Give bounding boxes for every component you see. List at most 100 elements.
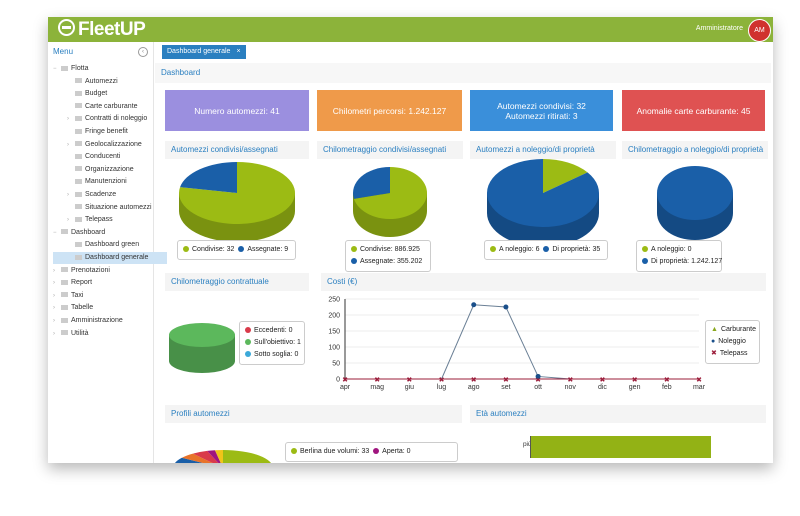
- expand-icon[interactable]: ›: [53, 292, 55, 299]
- legend-item[interactable]: Di proprietà: 1.242.127: [642, 256, 722, 268]
- legend-item[interactable]: ● Noleggio: [711, 336, 754, 348]
- legend-item[interactable]: A noleggio: 0: [642, 244, 716, 256]
- close-tab-icon[interactable]: ×: [236, 48, 241, 55]
- legend-item[interactable]: ✖ Telepass: [711, 348, 754, 360]
- sidebar-item[interactable]: Dashboard green: [67, 239, 139, 251]
- legend-item[interactable]: Condivise: 886.925: [351, 244, 425, 256]
- pie-slice[interactable]: [180, 162, 237, 193]
- kpi-card[interactable]: Anomalie carte carburante: 45: [622, 90, 765, 131]
- tab-dashboard-generale[interactable]: Dashboard generale ×: [162, 45, 246, 59]
- sidebar-item[interactable]: › Utilità: [53, 328, 89, 340]
- sidebar-item[interactable]: − Dashboard: [53, 227, 105, 239]
- data-point[interactable]: [535, 373, 541, 379]
- expand-icon[interactable]: ›: [67, 141, 69, 148]
- sidebar-item[interactable]: Budget: [67, 88, 107, 100]
- sidebar-item[interactable]: Carte carburante: [67, 101, 138, 113]
- pie-slice[interactable]: [543, 159, 588, 193]
- pie-slice[interactable]: [353, 167, 427, 219]
- pie-chart: [353, 167, 427, 237]
- data-point[interactable]: ✖: [600, 377, 606, 384]
- sidebar-item[interactable]: › Telepass: [67, 214, 113, 226]
- legend-item[interactable]: Assegnate: 355.202: [351, 256, 425, 268]
- kpi-text: Anomalie carte carburante: 45: [636, 105, 751, 116]
- user-name[interactable]: Amministratore: [695, 25, 743, 32]
- expand-icon[interactable]: ›: [53, 330, 55, 337]
- sidebar-item[interactable]: Conducenti: [67, 151, 120, 163]
- sidebar-item[interactable]: › Report: [53, 277, 92, 289]
- eta-bar[interactable]: [530, 436, 711, 458]
- expand-icon[interactable]: −: [53, 66, 57, 72]
- fleetup-logo[interactable]: FleetUP: [58, 18, 146, 41]
- sidebar-item[interactable]: › Geolocalizzazione: [67, 139, 142, 151]
- pie-slice[interactable]: [169, 323, 235, 347]
- sidebar-item[interactable]: Automezzi: [67, 76, 118, 88]
- collapse-menu-icon[interactable]: ‹: [138, 47, 148, 57]
- x-tick-label: feb: [662, 384, 672, 391]
- expand-icon[interactable]: ›: [67, 116, 69, 123]
- sidebar-item[interactable]: › Taxi: [53, 290, 83, 302]
- legend-item[interactable]: Sotto soglia: 0: [245, 349, 299, 361]
- legend-label: Di proprietà: 1.242.127: [651, 258, 723, 265]
- expand-icon[interactable]: ›: [67, 217, 69, 224]
- sidebar-item[interactable]: › Prenotazioni: [53, 265, 110, 277]
- legend-item[interactable]: A noleggio: 6: [490, 246, 543, 253]
- kpi-card[interactable]: Numero automezzi: 41: [165, 90, 309, 131]
- sidebar-item[interactable]: − Flotta: [53, 63, 89, 75]
- pie-slice[interactable]: [207, 450, 223, 463]
- legend-item[interactable]: ▲ Carburante: [711, 324, 756, 336]
- legend-item[interactable]: Assegnate: 9: [238, 246, 290, 253]
- pie-slice[interactable]: [173, 450, 273, 463]
- expand-icon[interactable]: ›: [53, 318, 55, 324]
- data-point[interactable]: ✖: [503, 377, 509, 384]
- data-point[interactable]: ✖: [567, 377, 573, 384]
- legend-item[interactable]: Di proprietà: 35: [543, 246, 602, 253]
- legend-label: Assegnate: 355.202: [360, 258, 423, 265]
- legend-item[interactable]: Condivise: 32: [183, 246, 238, 253]
- sidebar-item[interactable]: Organizzazione: [67, 164, 134, 176]
- sidebar-item[interactable]: › Amministrazione: [53, 315, 123, 327]
- data-point[interactable]: ✖: [535, 377, 541, 384]
- data-point[interactable]: ✖: [374, 377, 380, 384]
- pie-slice[interactable]: [214, 450, 223, 463]
- pie-slice[interactable]: [173, 457, 223, 463]
- expand-icon[interactable]: ›: [53, 305, 55, 312]
- sidebar-item[interactable]: › Tabelle: [53, 302, 93, 314]
- legend-dot: [238, 246, 245, 253]
- tab-label: Dashboard generale: [167, 48, 231, 55]
- sidebar-item[interactable]: Fringe benefit: [67, 126, 128, 138]
- avatar[interactable]: AM: [748, 19, 771, 42]
- legend-item[interactable]: Aperta: 0: [373, 448, 411, 455]
- pie-slice[interactable]: [657, 166, 733, 220]
- legend-item[interactable]: Eccedenti: 0: [245, 325, 299, 337]
- pie-slice[interactable]: [181, 453, 223, 463]
- expand-icon[interactable]: −: [53, 229, 57, 236]
- data-point[interactable]: ✖: [471, 377, 477, 384]
- expand-icon[interactable]: ›: [67, 192, 69, 198]
- data-point[interactable]: ✖: [696, 377, 702, 384]
- data-point[interactable]: [503, 304, 509, 310]
- sidebar-item[interactable]: Situazione automezzi: [67, 202, 152, 214]
- page-icon: [75, 254, 82, 260]
- pie-slice[interactable]: [192, 450, 223, 463]
- data-point[interactable]: ✖: [439, 377, 445, 384]
- data-point[interactable]: ✖: [664, 377, 670, 384]
- data-point[interactable]: ✖: [632, 377, 638, 384]
- sidebar-item[interactable]: › Contratti di noleggio: [67, 113, 147, 125]
- data-point[interactable]: [471, 302, 477, 308]
- data-point[interactable]: ✖: [342, 377, 348, 384]
- sidebar-item[interactable]: › Scadenze: [67, 189, 116, 201]
- pie-slice[interactable]: [487, 159, 599, 227]
- expand-icon[interactable]: ›: [53, 267, 55, 274]
- data-point[interactable]: ✖: [406, 377, 412, 384]
- kpi-card[interactable]: Chilometri percorsi: 1.242.127: [317, 90, 462, 131]
- sidebar-item[interactable]: Dashboard generale: [53, 252, 167, 264]
- sidebar-item[interactable]: Manutenzioni: [67, 176, 127, 188]
- legend-item[interactable]: Berlina due volumi: 33: [291, 448, 369, 455]
- top-header: FleetUP Amministratore AM: [48, 17, 773, 42]
- pie-slice[interactable]: [353, 167, 390, 199]
- expand-icon[interactable]: ›: [53, 280, 55, 287]
- panel-title: Automezzi condivisi/assegnati: [165, 141, 309, 159]
- profili-panel-title: Profili automezzi: [165, 405, 462, 423]
- legend-item[interactable]: Sull'obiettivo: 1: [245, 337, 301, 349]
- kpi-card[interactable]: Automezzi condivisi: 32 Automezzi ritirat…: [470, 90, 613, 131]
